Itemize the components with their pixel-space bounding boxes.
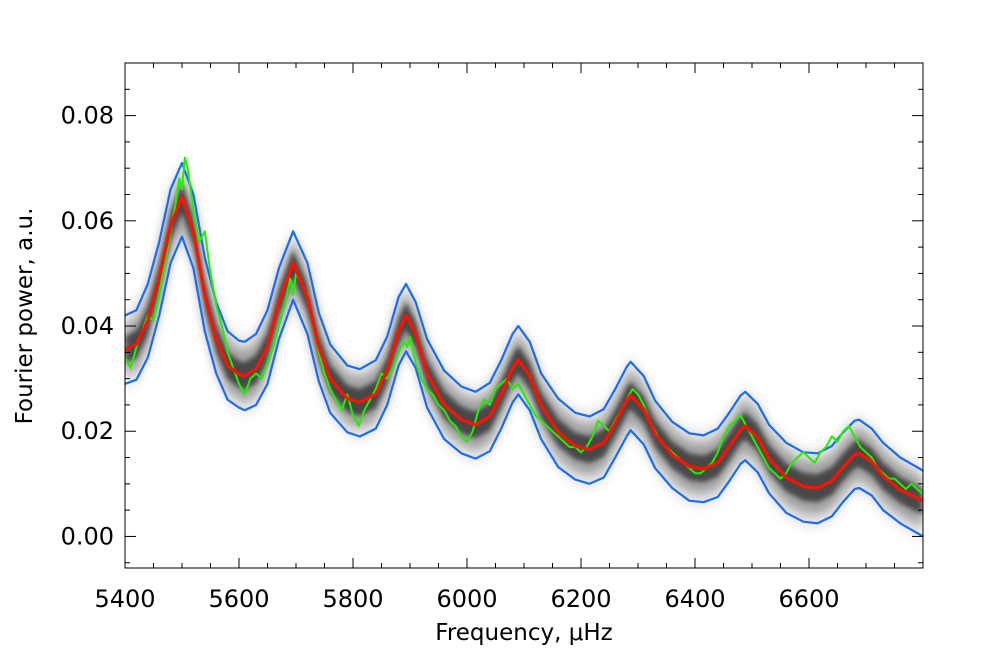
model-line [125,195,923,503]
x-tick-label: 6600 [778,585,839,613]
y-tick-label: 0.02 [61,417,114,445]
series-group [125,156,923,538]
y-tick-label: 0.04 [61,312,114,340]
lower-bound-line [125,235,923,538]
x-tick-label: 5800 [322,585,383,613]
x-tick-label: 6200 [550,585,611,613]
x-axis-label: Frequency, μHz [435,620,612,646]
upper-bound-line [125,161,923,472]
x-tick-label: 6400 [664,585,725,613]
density-band [125,157,923,542]
x-axis: 5400 5600 5800 6000 6200 6400 6600 [94,63,924,613]
x-tick-label: 5600 [208,585,269,613]
x-tick-label: 5400 [94,585,155,613]
plot-area [125,156,923,542]
y-tick-label: 0.00 [61,522,114,550]
data-line [125,156,923,496]
y-tick-label: 0.06 [61,207,114,235]
y-axis: 0.00 0.02 0.04 0.06 0.08 [61,62,923,564]
x-tick-label: 6000 [436,585,497,613]
y-tick-label: 0.08 [61,102,114,130]
y-axis-label: Fourier power, a.u. [12,208,38,425]
